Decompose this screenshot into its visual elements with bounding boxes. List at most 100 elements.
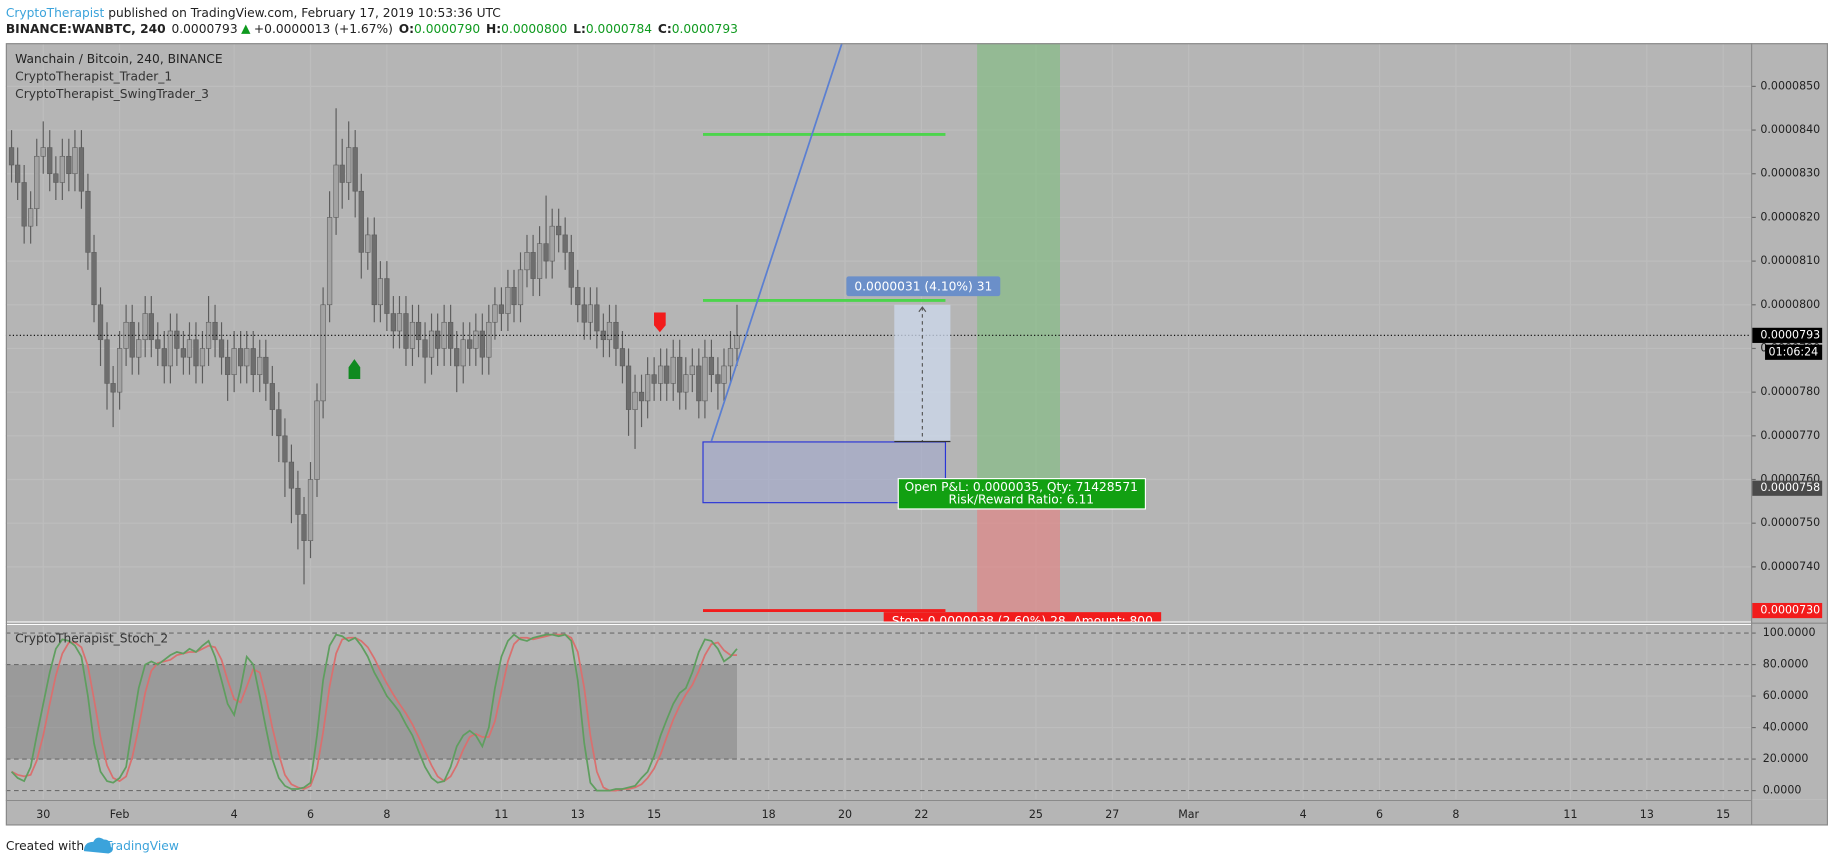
candle-body: [702, 356, 708, 402]
target-zone: [977, 43, 1060, 506]
candle-body: [677, 356, 683, 393]
x-tick-label: 4: [231, 808, 238, 821]
candle-body: [333, 164, 339, 218]
candle-body: [396, 313, 403, 332]
pnl-label-box: [897, 478, 1146, 510]
pnl-label: Open P&L: 0.0000035, Qty: 71428571: [905, 480, 1138, 494]
candle-body: [619, 348, 626, 367]
x-tick-label: 18: [762, 808, 776, 821]
candle-body: [161, 348, 167, 367]
x-tick-label: 27: [1105, 808, 1119, 821]
candle-body: [645, 374, 651, 402]
ohlc-value: 0.0000790: [414, 22, 480, 36]
candle-body: [47, 147, 53, 175]
candle-body: [568, 252, 574, 288]
candle-body: [180, 348, 186, 358]
candle-body: [625, 365, 632, 410]
candle-body: [460, 339, 466, 367]
candle-body: [307, 479, 314, 541]
candle-body: [257, 356, 263, 375]
candle-body: [422, 339, 428, 358]
x-tick-label: 6: [1376, 808, 1383, 821]
x-tick-label: 11: [494, 808, 508, 821]
candle-body: [104, 339, 110, 384]
measure-label-box: [846, 276, 1001, 297]
candle-body: [269, 383, 275, 410]
y-tick-label: 0.0000780: [1760, 385, 1820, 398]
candle-body: [339, 164, 345, 183]
candle-body: [116, 348, 123, 393]
candle-body: [59, 155, 65, 183]
candle-body: [543, 243, 549, 262]
y-tick-label: 100.0000: [1763, 626, 1816, 639]
y-tick-label: 0.0000770: [1760, 429, 1820, 442]
candle-body: [186, 339, 193, 358]
x-tick-label: 20: [838, 808, 852, 821]
candle-body: [129, 321, 135, 358]
ohlc-key: H:: [486, 22, 501, 36]
stoch-plot: [5, 632, 1752, 792]
published: published on TradingView.com, February 1…: [104, 5, 501, 19]
target-zone: [977, 505, 1060, 622]
candle-body: [454, 348, 460, 367]
y-tick-label: 60.0000: [1763, 689, 1809, 702]
candle-body: [288, 461, 295, 489]
candle-body: [225, 356, 231, 375]
candle-body: [530, 252, 536, 279]
candle-body: [97, 304, 104, 341]
stoch-band: [5, 664, 737, 760]
candle-body: [549, 225, 555, 262]
candle-body: [326, 217, 333, 306]
candle-body: [320, 304, 326, 402]
candle-body: [524, 252, 530, 271]
stop-label: Stop: 0.0000038 (2.60%) 28, Amount: 800: [892, 614, 1153, 628]
candle-body: [670, 356, 676, 384]
candle-body: [218, 339, 225, 358]
x-tick-label: 4: [1300, 808, 1307, 821]
stoch-line: [10, 633, 738, 792]
y-tick-label: 40.0000: [1763, 721, 1809, 734]
candle-body: [473, 330, 479, 349]
price-label: 0.0000758: [1760, 481, 1820, 494]
candle-body: [8, 147, 15, 166]
pnl-label: Risk/Reward Ratio: 6.11: [948, 493, 1094, 507]
candle-body: [581, 304, 587, 323]
candle-body: [123, 321, 129, 349]
stoch-pane: [5, 624, 1752, 800]
candle-body: [238, 348, 244, 367]
pane-legend: Wanchain / Bitcoin, 240, BINANCE: [15, 52, 222, 66]
footer-text: Created with: [6, 839, 84, 853]
candle-body: [244, 348, 250, 367]
candle-body: [613, 321, 619, 349]
candle-body: [428, 330, 435, 358]
x-tick-label: 22: [914, 808, 928, 821]
candle-body: [174, 330, 180, 349]
countdown: 01:06:24: [1769, 345, 1819, 358]
x-tick-label: 6: [307, 808, 314, 821]
x-tick-label: 11: [1563, 808, 1577, 821]
candle-body: [21, 182, 27, 227]
stop-label-box: [883, 612, 1162, 622]
candle-body: [110, 383, 116, 393]
candle-body: [575, 287, 581, 306]
candle-body: [301, 514, 307, 541]
candle-body: [727, 348, 734, 367]
y-tick-label: 0.0000820: [1760, 210, 1820, 223]
candle-body: [53, 173, 59, 183]
candle-body: [498, 304, 505, 314]
ohlc-key: L:: [573, 22, 586, 36]
x-tick-label: 15: [1716, 808, 1730, 821]
y-tick-label: 0.0000800: [1760, 298, 1820, 311]
x-tick-label: 8: [1452, 808, 1459, 821]
candle-body: [492, 304, 498, 323]
candle-body: [199, 348, 206, 367]
countdown-box: [1765, 344, 1823, 360]
ohlc-key: O:: [399, 22, 414, 36]
y-tick-label: 20.0000: [1763, 752, 1809, 765]
candle-body: [136, 339, 142, 358]
candle-body: [28, 208, 34, 227]
x-tick-label: Feb: [110, 808, 130, 821]
candle-body: [263, 356, 269, 384]
candle-body: [664, 365, 670, 384]
candle-body: [556, 225, 562, 236]
